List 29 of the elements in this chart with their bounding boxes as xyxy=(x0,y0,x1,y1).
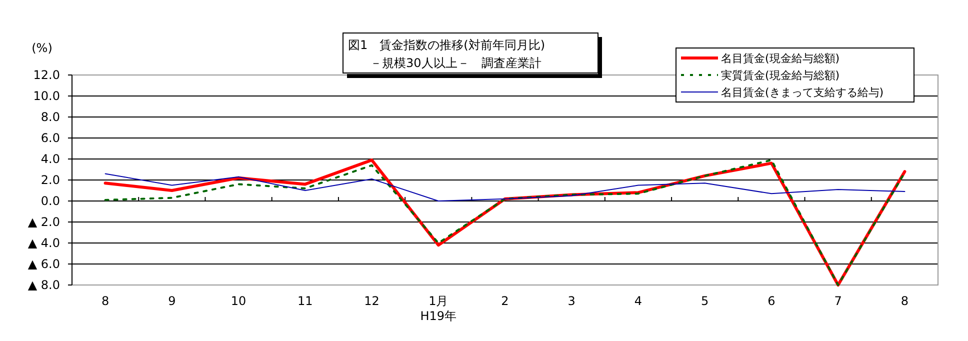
line-series xyxy=(104,173,906,202)
x-tick-label: 5 xyxy=(701,294,709,308)
y-tick-label: 10.0 xyxy=(33,89,60,104)
x-tick-label: 3 xyxy=(568,294,576,308)
x-tick-label: 4 xyxy=(634,294,642,308)
y-tick-label: ▲ 6.0 xyxy=(28,257,60,272)
x-tick-label: 8 xyxy=(101,294,110,308)
y-tick-label: 8.0 xyxy=(40,110,60,124)
legend-label: 名目賃金(きまって支給する給与) xyxy=(721,86,884,99)
x-tick-label: 11 xyxy=(298,294,313,308)
x-tick-label: 12 xyxy=(364,294,380,308)
legend-label: 実質賃金(現金給与総額) xyxy=(721,68,840,82)
x-tick-label: 6 xyxy=(768,294,776,308)
y-tick-label: ▲ 8.0 xyxy=(28,278,60,292)
y-tick-label: ▲ 4.0 xyxy=(28,236,60,250)
y-tick-label: ▲ 2.0 xyxy=(28,215,60,230)
y-tick-label: 12.0 xyxy=(33,68,60,82)
legend-label: 名目賃金(現金給与総額) xyxy=(721,52,840,65)
x-tick-label: 7 xyxy=(834,294,842,308)
x-tick-label: 9 xyxy=(168,294,176,308)
y-axis-title: (%) xyxy=(32,41,52,55)
y-tick-label: 2.0 xyxy=(40,173,60,188)
y-tick-label: 4.0 xyxy=(40,152,60,166)
x-tick-label: 2 xyxy=(501,294,509,308)
x-tick-label: 10 xyxy=(230,294,246,308)
x-tick-label: 8 xyxy=(900,294,909,308)
y-tick-label: 6.0 xyxy=(40,131,60,146)
x-tick-label: 1月 H19年 xyxy=(420,294,457,323)
y-tick-label: 0.0 xyxy=(40,194,60,208)
